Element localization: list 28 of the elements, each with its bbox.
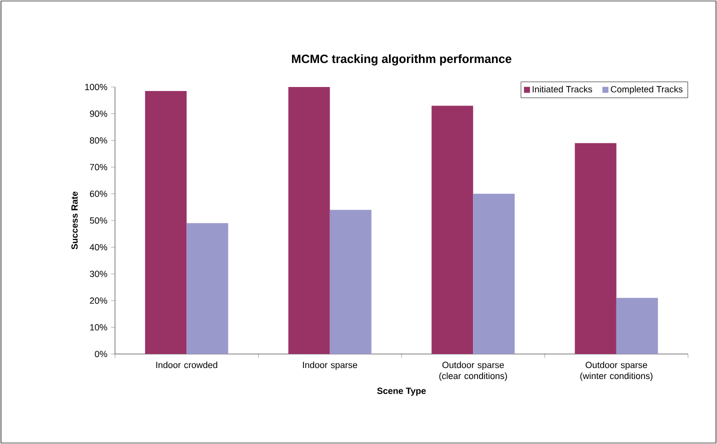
- bar: [432, 106, 474, 354]
- y-tick-label: 70%: [90, 164, 108, 170]
- y-tick-label: 80%: [90, 137, 108, 144]
- bar: [288, 86, 330, 354]
- x-tick-label: Outdoor sparse (clear conditions): [439, 362, 507, 381]
- y-tick-label: 50%: [90, 217, 108, 224]
- bar: [186, 223, 228, 354]
- legend-label: Initiated Tracks: [532, 86, 592, 92]
- x-axis-title: Scene Type: [377, 388, 426, 396]
- x-tick-label: Indoor sparse: [303, 362, 358, 370]
- y-axis-title: Success Rate: [71, 192, 78, 250]
- y-tick-label: 30%: [90, 270, 108, 278]
- y-tick-label: 10%: [90, 324, 108, 330]
- y-tick-label: 40%: [90, 244, 108, 250]
- y-tick-label: 60%: [90, 190, 108, 197]
- bar: [473, 194, 515, 354]
- bar: [616, 298, 658, 354]
- bar: [574, 143, 616, 354]
- y-tick-label: 90%: [90, 110, 108, 117]
- bar: [145, 91, 187, 354]
- legend-label: Completed Tracks: [610, 86, 682, 94]
- y-tick-label: 20%: [90, 297, 108, 304]
- x-tick-label: Outdoor sparse (winter conditions): [580, 362, 652, 381]
- x-tick-label: Indoor crowded: [156, 362, 218, 368]
- chart-title: MCMC tracking algorithm performance: [292, 54, 512, 66]
- bar: [330, 210, 372, 354]
- y-tick-label: 0%: [94, 350, 108, 358]
- y-tick-label: 100%: [85, 84, 108, 90]
